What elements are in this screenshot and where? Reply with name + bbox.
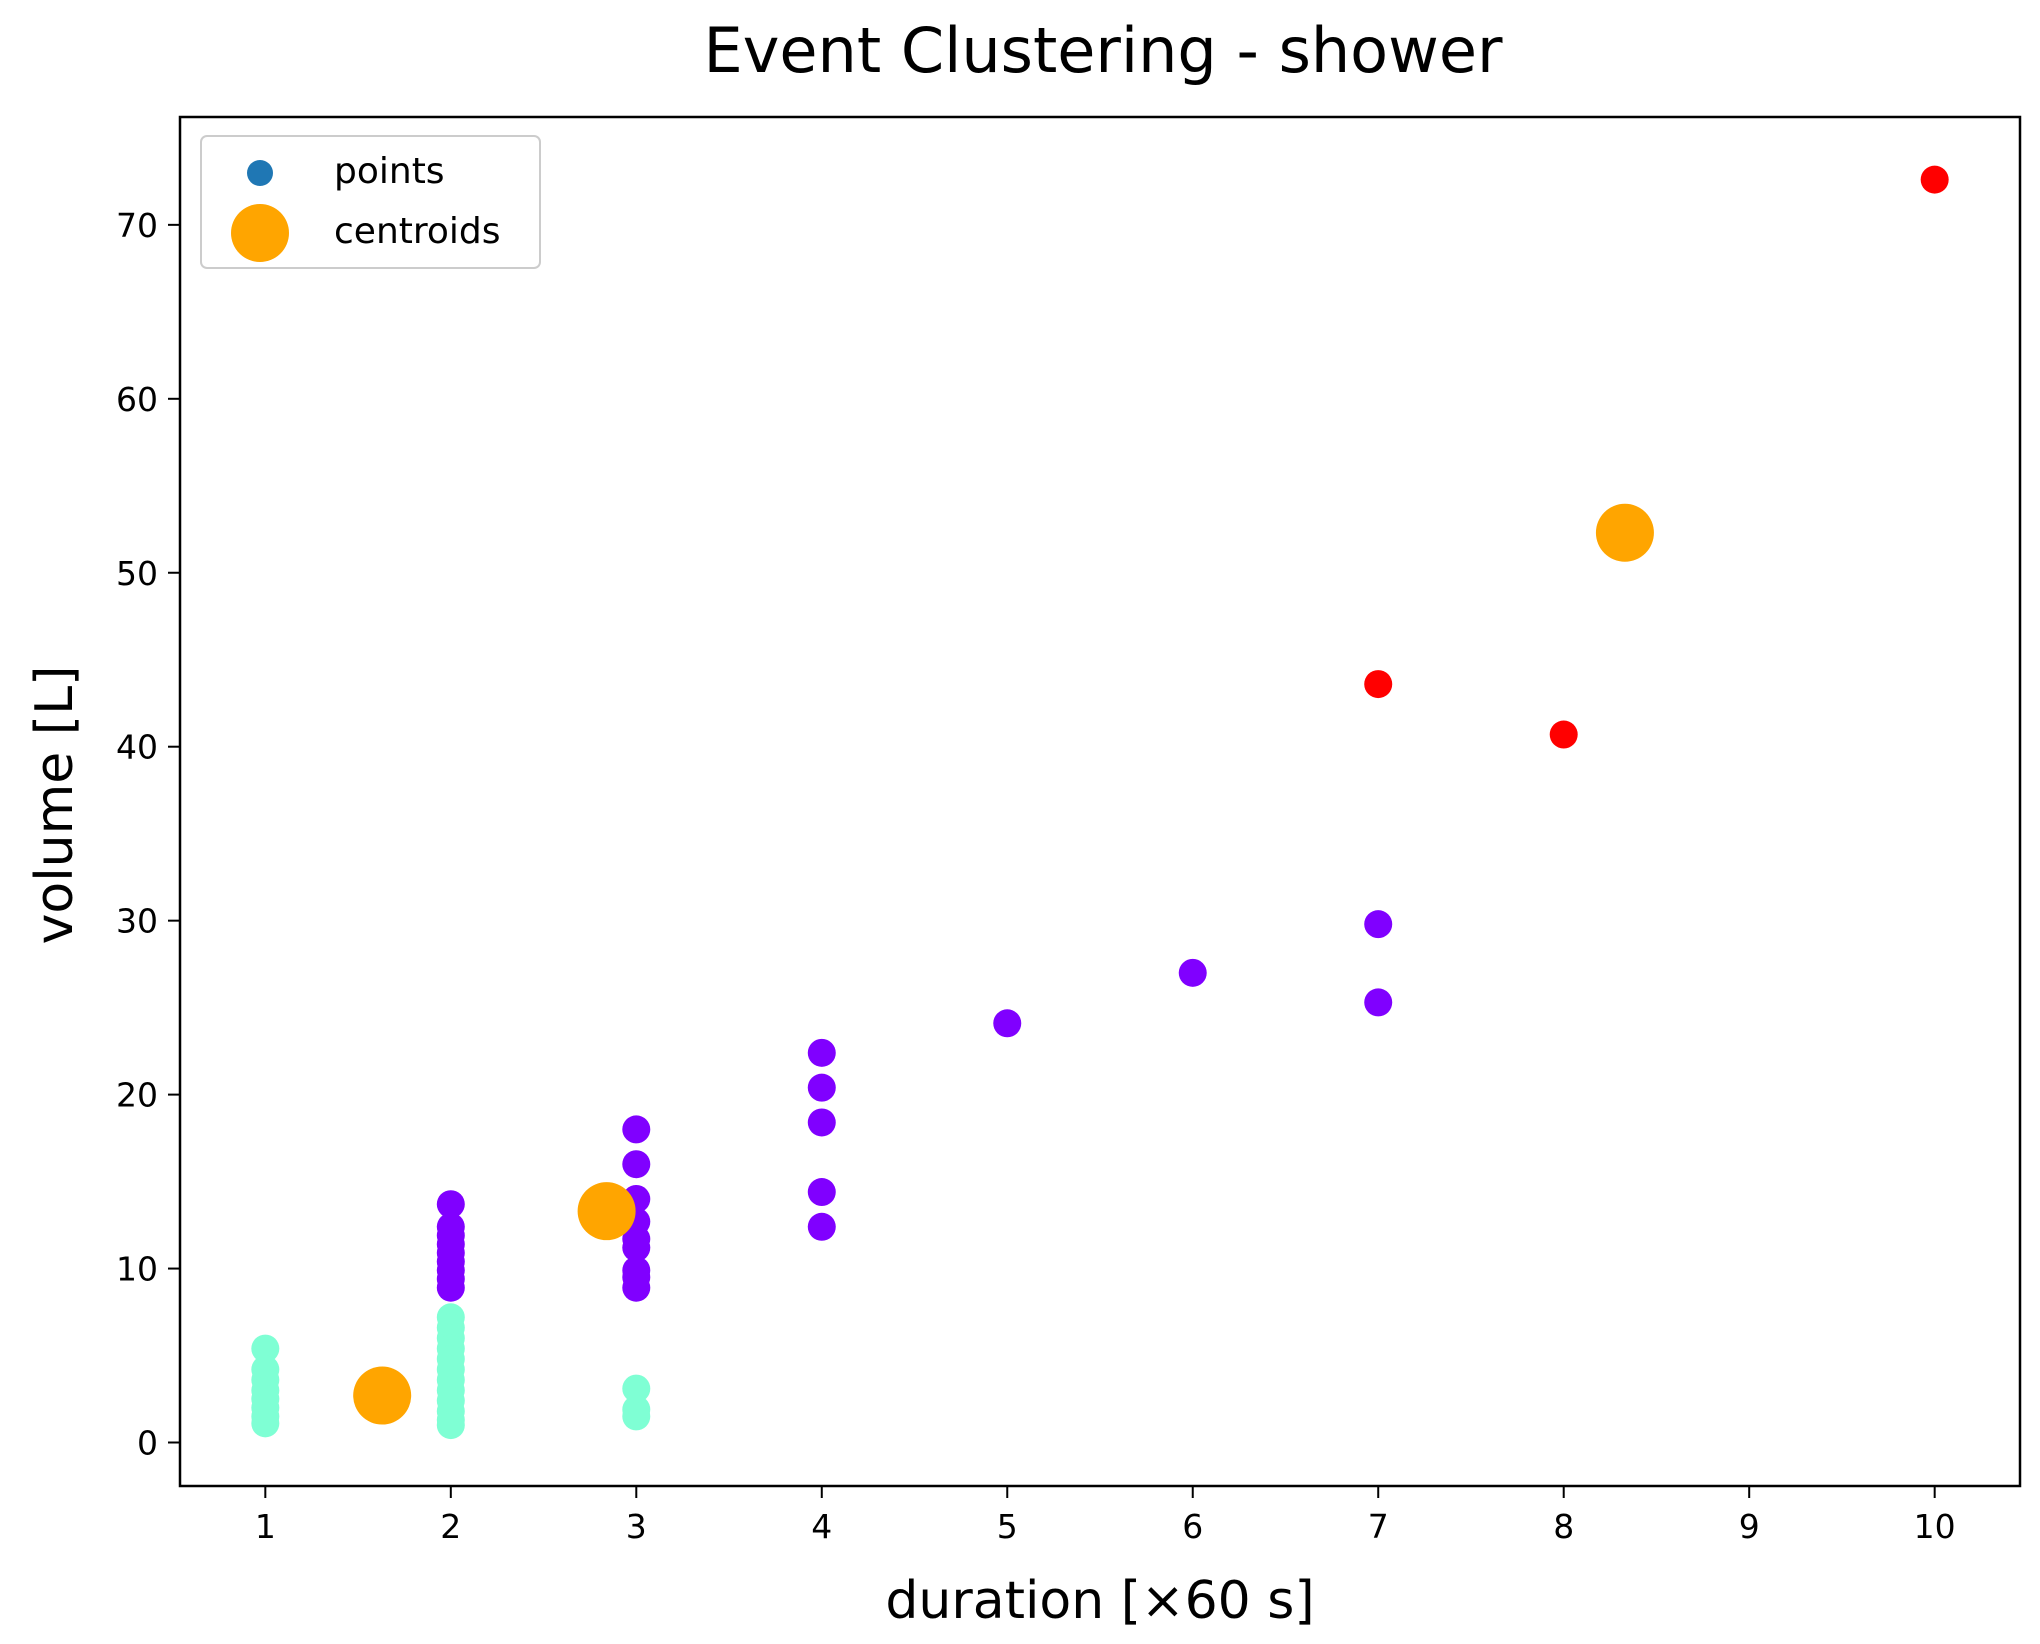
x-tick-label: 6 — [1182, 1507, 1203, 1546]
y-tick-label: 40 — [116, 728, 158, 767]
x-tick-label: 2 — [440, 1507, 461, 1546]
y-axis-label: volume [L] — [25, 666, 85, 945]
centroid-markers — [353, 503, 1654, 1425]
data-point-cluster-high — [1920, 165, 1949, 194]
data-point-cluster-mid — [807, 1073, 836, 1102]
chart-title: Event Clustering - shower — [704, 14, 1503, 87]
x-tick-label: 5 — [997, 1507, 1018, 1546]
legend-centroids-label: centroids — [334, 211, 501, 252]
data-point-cluster-mid — [622, 1150, 651, 1179]
y-tick-label: 30 — [116, 902, 158, 941]
data-point-cluster-low — [622, 1374, 651, 1403]
data-point-cluster-mid — [807, 1212, 836, 1241]
data-point-cluster-mid — [622, 1273, 651, 1302]
x-axis-label: duration [×60 s] — [885, 1571, 1314, 1631]
data-point-cluster-high — [1549, 720, 1578, 749]
data-point-cluster-mid — [1364, 910, 1393, 939]
data-point-cluster-low — [436, 1411, 465, 1440]
x-tick-label: 8 — [1553, 1507, 1574, 1546]
y-tick-label: 50 — [116, 554, 158, 593]
legend-points-label: points — [334, 151, 445, 192]
data-point-cluster-mid — [436, 1273, 465, 1302]
plot-area-frame — [178, 115, 2022, 1488]
y-tick-label: 20 — [116, 1076, 158, 1115]
data-point-cluster-mid — [436, 1190, 465, 1219]
data-point-cluster-mid — [622, 1233, 651, 1262]
centroid-point — [577, 1182, 636, 1241]
data-point-cluster-mid — [807, 1178, 836, 1207]
y-axis-ticks: 0 10 20 30 40 50 60 70 — [116, 206, 180, 1463]
data-point-cluster-mid — [622, 1115, 651, 1144]
data-point-cluster-low — [251, 1409, 280, 1438]
y-tick-label: 10 — [116, 1250, 158, 1289]
x-tick-label: 10 — [1914, 1507, 1956, 1546]
data-point-cluster-low — [251, 1334, 280, 1363]
x-axis-ticks: 1 2 3 4 5 6 7 8 9 10 — [255, 1486, 1956, 1546]
x-tick-label: 3 — [626, 1507, 647, 1546]
x-tick-label: 4 — [811, 1507, 832, 1546]
legend-points-marker — [247, 160, 273, 186]
centroid-point — [353, 1366, 412, 1425]
data-point-cluster-mid — [993, 1009, 1022, 1038]
data-point-cluster-low — [622, 1402, 651, 1431]
y-tick-label: 70 — [116, 206, 158, 245]
legend: points centroids — [200, 135, 541, 269]
data-point-cluster-mid — [1178, 958, 1207, 987]
x-tick-label: 1 — [255, 1507, 276, 1546]
centroid-point — [1595, 503, 1654, 562]
scatter-points — [251, 165, 1949, 1440]
y-tick-label: 60 — [116, 380, 158, 419]
data-point-cluster-mid — [807, 1108, 836, 1137]
data-point-cluster-mid — [1364, 988, 1393, 1017]
data-point-cluster-mid — [807, 1038, 836, 1067]
legend-centroids-marker — [231, 204, 289, 262]
x-tick-label: 9 — [1739, 1507, 1760, 1546]
data-point-cluster-high — [1364, 670, 1393, 699]
y-tick-label: 0 — [137, 1424, 158, 1463]
x-tick-label: 7 — [1368, 1507, 1389, 1546]
